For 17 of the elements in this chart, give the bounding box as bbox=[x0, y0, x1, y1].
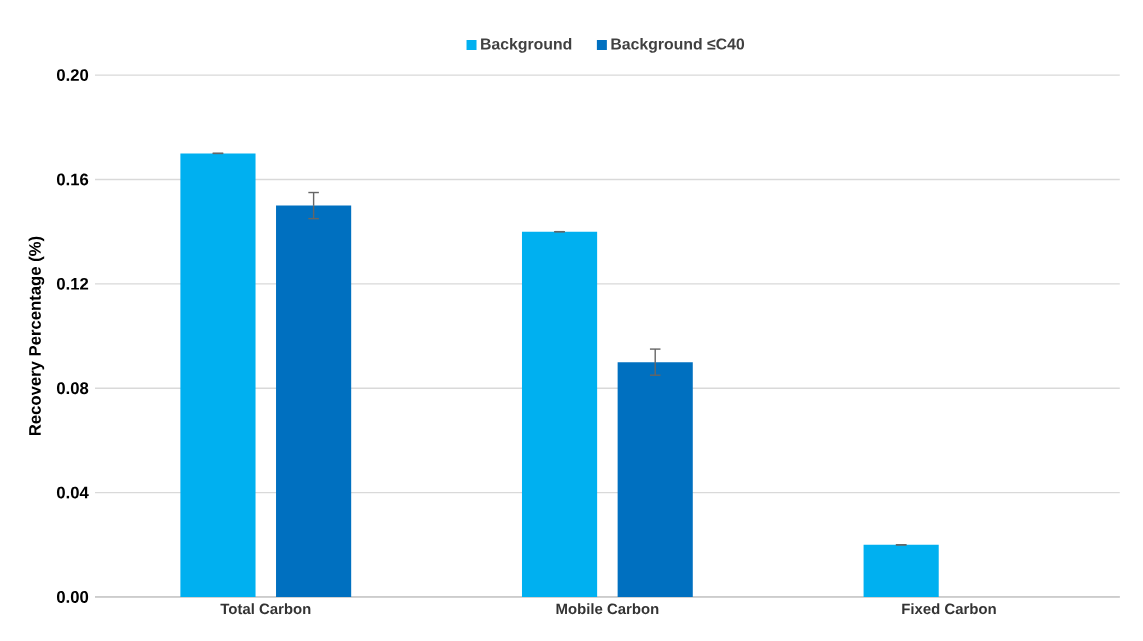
y-tick-label: 0.16 bbox=[56, 173, 89, 186]
y-axis-title: Recovery Percentage (%) bbox=[28, 236, 45, 436]
y-tick-label: 0.00 bbox=[56, 591, 89, 603]
y-tick-label: 0.08 bbox=[56, 382, 89, 395]
bar bbox=[863, 544, 939, 597]
y-tick-label: 0.20 bbox=[56, 69, 89, 82]
bar bbox=[276, 205, 352, 597]
legend-label: Background ≤C40 bbox=[611, 37, 745, 53]
bar bbox=[521, 231, 598, 597]
x-tick-label: Total Carbon bbox=[220, 603, 311, 615]
y-tick-label: 0.04 bbox=[56, 486, 89, 499]
x-tick-label: Fixed Carbon bbox=[902, 603, 996, 615]
bar bbox=[617, 362, 693, 597]
y-tick-label: 0.12 bbox=[56, 277, 89, 290]
bar bbox=[180, 153, 256, 597]
legend-label: Background bbox=[481, 37, 572, 53]
x-tick-label: Mobile Carbon bbox=[556, 603, 659, 615]
